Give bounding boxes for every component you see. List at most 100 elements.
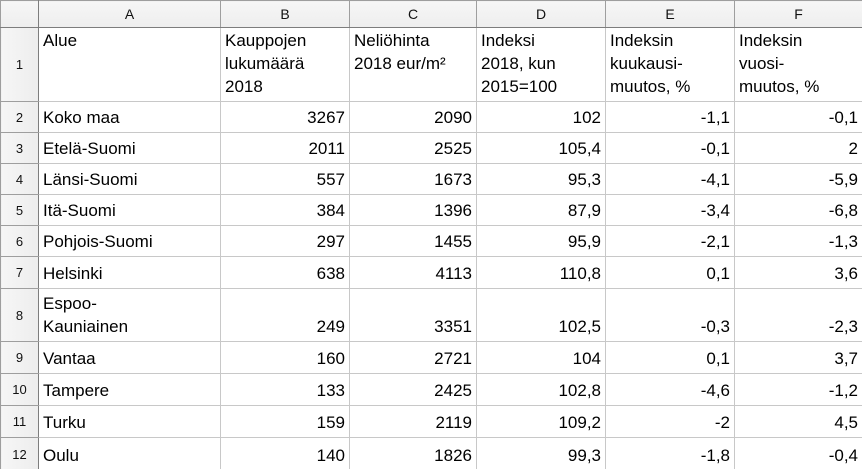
cell-f6[interactable]: -1,3: [734, 225, 862, 257]
sheet-row-5: 5 Itä-Suomi 384 1396 87,9 -3,4 -6,8: [0, 194, 862, 226]
cell-e2[interactable]: -1,1: [605, 101, 735, 133]
cell-e5[interactable]: -3,4: [605, 194, 735, 226]
cell-a8[interactable]: Espoo- Kauniainen: [38, 288, 221, 342]
cell-a3[interactable]: Etelä-Suomi: [38, 132, 221, 164]
row-header-2[interactable]: 2: [0, 101, 39, 133]
cell-d11[interactable]: 109,2: [476, 405, 606, 438]
row-header-7[interactable]: 7: [0, 256, 39, 289]
cell-c10[interactable]: 2425: [349, 373, 477, 406]
cell-e1[interactable]: Indeksin kuukausi- muutos, %: [605, 27, 735, 102]
cell-f1[interactable]: Indeksin vuosi- muutos, %: [734, 27, 862, 102]
cell-a12[interactable]: Oulu: [38, 437, 221, 469]
cell-e4[interactable]: -4,1: [605, 163, 735, 195]
cell-d6[interactable]: 95,9: [476, 225, 606, 257]
cell-a11[interactable]: Turku: [38, 405, 221, 438]
cell-c12[interactable]: 1826: [349, 437, 477, 469]
cell-e6[interactable]: -2,1: [605, 225, 735, 257]
cell-d5[interactable]: 87,9: [476, 194, 606, 226]
cell-f7[interactable]: 3,6: [734, 256, 862, 289]
row-header-10[interactable]: 10: [0, 373, 39, 406]
cell-f4[interactable]: -5,9: [734, 163, 862, 195]
cell-f2[interactable]: -0,1: [734, 101, 862, 133]
cell-a5[interactable]: Itä-Suomi: [38, 194, 221, 226]
column-header-c[interactable]: C: [349, 0, 477, 28]
cell-b7[interactable]: 638: [220, 256, 350, 289]
column-header-b[interactable]: B: [220, 0, 350, 28]
cell-d2[interactable]: 102: [476, 101, 606, 133]
sheet-row-1: 1 Alue Kauppojen lukumäärä 2018 Neliöhin…: [0, 27, 862, 102]
column-header-e[interactable]: E: [605, 0, 735, 28]
cell-b4[interactable]: 557: [220, 163, 350, 195]
column-header-d[interactable]: D: [476, 0, 606, 28]
cell-d10[interactable]: 102,8: [476, 373, 606, 406]
row-header-12[interactable]: 12: [0, 437, 39, 469]
cell-f11[interactable]: 4,5: [734, 405, 862, 438]
cell-e3[interactable]: -0,1: [605, 132, 735, 164]
cell-e9[interactable]: 0,1: [605, 341, 735, 374]
cell-f10[interactable]: -1,2: [734, 373, 862, 406]
cell-a9[interactable]: Vantaa: [38, 341, 221, 374]
cell-b11[interactable]: 159: [220, 405, 350, 438]
cell-b12[interactable]: 140: [220, 437, 350, 469]
cell-c2[interactable]: 2090: [349, 101, 477, 133]
cell-f12[interactable]: -0,4: [734, 437, 862, 469]
cell-c8[interactable]: 3351: [349, 288, 477, 342]
sheet-row-10: 10 Tampere 133 2425 102,8 -4,6 -1,2: [0, 373, 862, 406]
cell-b3[interactable]: 2011: [220, 132, 350, 164]
row-header-9[interactable]: 9: [0, 341, 39, 374]
cell-c7[interactable]: 4113: [349, 256, 477, 289]
sheet-row-9: 9 Vantaa 160 2721 104 0,1 3,7: [0, 341, 862, 374]
sheet-row-11: 11 Turku 159 2119 109,2 -2 4,5: [0, 405, 862, 438]
sheet-row-3: 3 Etelä-Suomi 2011 2525 105,4 -0,1 2: [0, 132, 862, 164]
cell-a10[interactable]: Tampere: [38, 373, 221, 406]
row-header-1[interactable]: 1: [0, 27, 39, 102]
row-header-8[interactable]: 8: [0, 288, 39, 342]
cell-b9[interactable]: 160: [220, 341, 350, 374]
cell-c9[interactable]: 2721: [349, 341, 477, 374]
cell-e8[interactable]: -0,3: [605, 288, 735, 342]
cell-c6[interactable]: 1455: [349, 225, 477, 257]
sheet-row-12: 12 Oulu 140 1826 99,3 -1,8 -0,4: [0, 437, 862, 469]
row-header-4[interactable]: 4: [0, 163, 39, 195]
select-all-corner[interactable]: [0, 0, 39, 28]
cell-b6[interactable]: 297: [220, 225, 350, 257]
cell-c1[interactable]: Neliöhinta 2018 eur/m²: [349, 27, 477, 102]
cell-d9[interactable]: 104: [476, 341, 606, 374]
cell-d8[interactable]: 102,5: [476, 288, 606, 342]
row-header-11[interactable]: 11: [0, 405, 39, 438]
row-header-5[interactable]: 5: [0, 194, 39, 226]
cell-b10[interactable]: 133: [220, 373, 350, 406]
cell-c3[interactable]: 2525: [349, 132, 477, 164]
cell-b1[interactable]: Kauppojen lukumäärä 2018: [220, 27, 350, 102]
cell-f3[interactable]: 2: [734, 132, 862, 164]
cell-e7[interactable]: 0,1: [605, 256, 735, 289]
cell-b8[interactable]: 249: [220, 288, 350, 342]
cell-e12[interactable]: -1,8: [605, 437, 735, 469]
cell-a1[interactable]: Alue: [38, 27, 221, 102]
cell-d4[interactable]: 95,3: [476, 163, 606, 195]
cell-a6[interactable]: Pohjois-Suomi: [38, 225, 221, 257]
cell-b2[interactable]: 3267: [220, 101, 350, 133]
column-header-a[interactable]: A: [38, 0, 221, 28]
sheet-row-8: 8 Espoo- Kauniainen 249 3351 102,5 -0,3 …: [0, 288, 862, 342]
cell-e11[interactable]: -2: [605, 405, 735, 438]
cell-a4[interactable]: Länsi-Suomi: [38, 163, 221, 195]
cell-d1[interactable]: Indeksi 2018, kun 2015=100: [476, 27, 606, 102]
cell-d7[interactable]: 110,8: [476, 256, 606, 289]
cell-e10[interactable]: -4,6: [605, 373, 735, 406]
cell-d3[interactable]: 105,4: [476, 132, 606, 164]
cell-f9[interactable]: 3,7: [734, 341, 862, 374]
cell-c4[interactable]: 1673: [349, 163, 477, 195]
cell-d12[interactable]: 99,3: [476, 437, 606, 469]
row-header-6[interactable]: 6: [0, 225, 39, 257]
cell-a7[interactable]: Helsinki: [38, 256, 221, 289]
cell-b5[interactable]: 384: [220, 194, 350, 226]
column-header-f[interactable]: F: [734, 0, 862, 28]
cell-c5[interactable]: 1396: [349, 194, 477, 226]
cell-a2[interactable]: Koko maa: [38, 101, 221, 133]
cell-f8[interactable]: -2,3: [734, 288, 862, 342]
row-header-3[interactable]: 3: [0, 132, 39, 164]
cell-f5[interactable]: -6,8: [734, 194, 862, 226]
cell-c11[interactable]: 2119: [349, 405, 477, 438]
